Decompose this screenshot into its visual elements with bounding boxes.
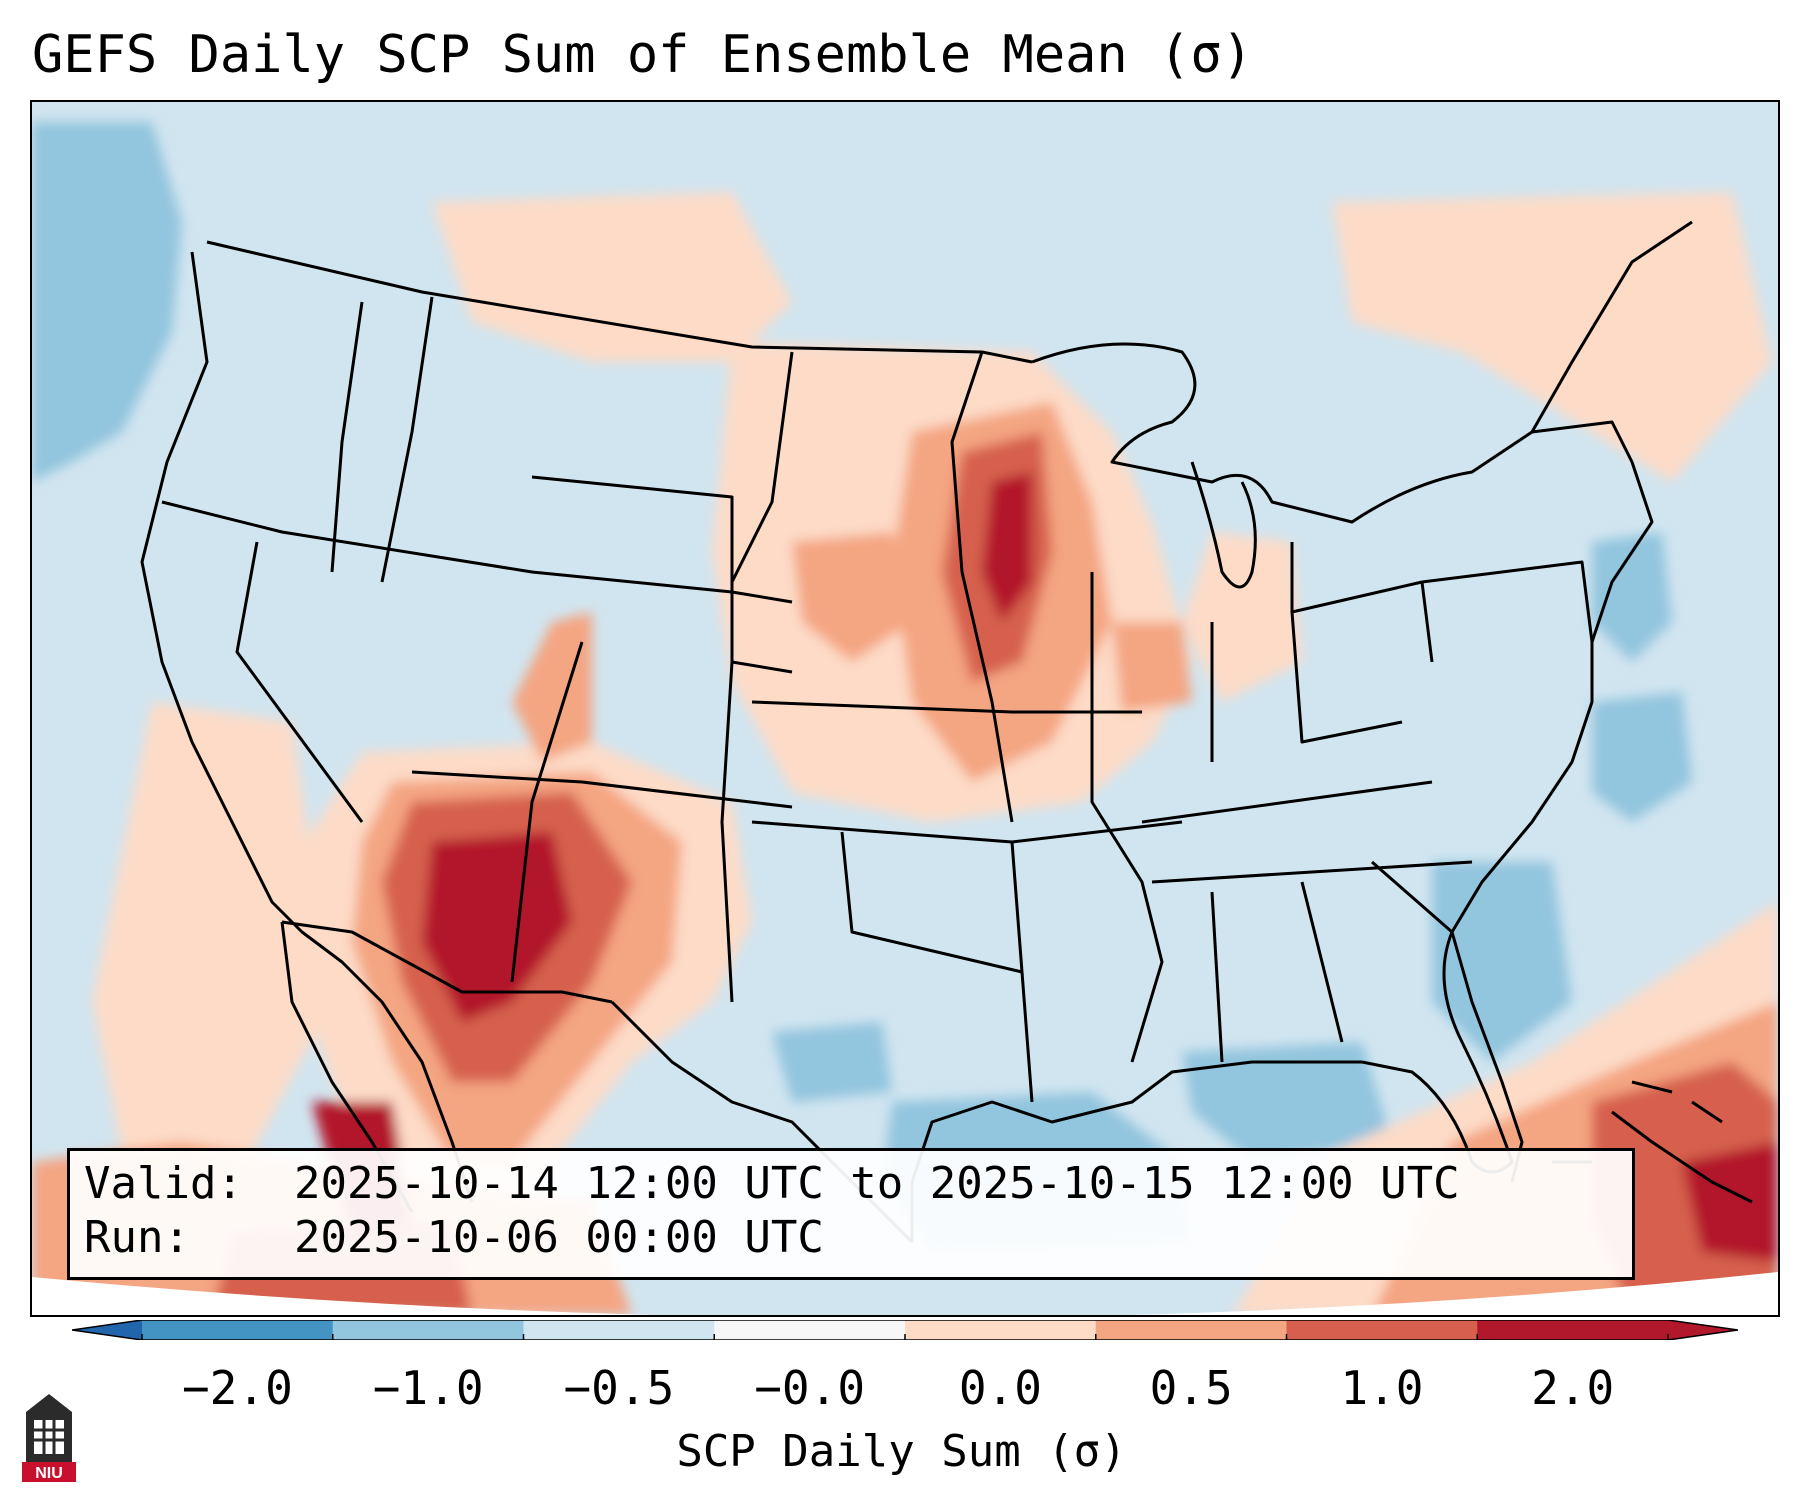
colorbar-tick-label: 0.0 [958,1361,1042,1415]
colorbar-tick-label: −1.0 [372,1361,484,1415]
colorbar-tick-label: −2.0 [181,1361,293,1415]
valid-line: Valid: 2025-10-14 12:00 UTC to 2025-10-15… [84,1157,1618,1211]
colorbar-tick-label: −0.0 [754,1361,866,1415]
colorbar-tick-label: 2.0 [1531,1361,1615,1415]
map-panel[interactable] [30,100,1780,1317]
chart-title: GEFS Daily SCP Sum of Ensemble Mean (σ) [32,25,1253,85]
run-label: Run: [84,1212,190,1263]
colorbar-segment [523,1320,715,1340]
niu-logo: NIU [22,1394,76,1482]
run-value: 2025-10-06 00:00 UTC [294,1212,824,1263]
colorbar-segment [714,1320,906,1340]
run-line: Run: 2025-10-06 00:00 UTC [84,1211,1618,1265]
colorbar-segment [905,1320,1097,1340]
valid-label: Valid: [84,1158,243,1209]
colorbar-segment [142,1320,334,1340]
colorbar-tick-label: 1.0 [1340,1361,1424,1415]
colorbar-tick-label: −0.5 [563,1361,675,1415]
colorbar-segment [1286,1320,1478,1340]
colorbar-tick-label: 0.5 [1149,1361,1233,1415]
colorbar-segment [332,1320,524,1340]
colorbar-tick-labels: −2.0 −1.0 −0.5 −0.0 0.0 0.5 1.0 2.0 [0,1360,1803,1420]
colorbar-label: SCP Daily Sum (σ) [676,1426,1127,1477]
scp-map [32,102,1778,1315]
svg-text:NIU: NIU [35,1465,63,1482]
colorbar-extend-high [1668,1320,1738,1340]
valid-value: 2025-10-14 12:00 UTC to 2025-10-15 12:00… [294,1158,1460,1209]
colorbar-extend-low [72,1320,142,1340]
colorbar-segment [1477,1320,1669,1340]
validity-info-box: Valid: 2025-10-14 12:00 UTC to 2025-10-15… [67,1148,1635,1280]
projection-edge [32,1272,1778,1315]
colorbar [72,1320,1738,1340]
colorbar-segment [1095,1320,1287,1340]
